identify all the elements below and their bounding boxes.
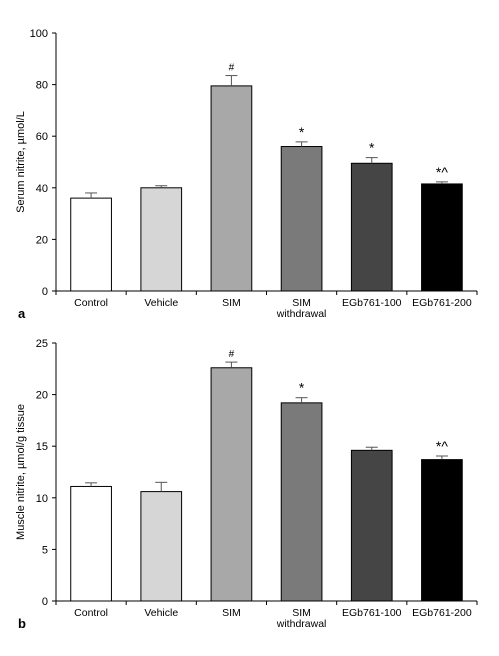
y-tick-label: 20 — [36, 234, 48, 246]
y-tick-label: 10 — [36, 493, 48, 505]
y-tick-label: 80 — [36, 80, 48, 92]
significance-marker: # — [229, 63, 235, 74]
y-tick-label: 60 — [36, 131, 48, 143]
y-tick-label: 5 — [42, 544, 48, 556]
bar — [70, 197, 112, 292]
bar — [421, 183, 463, 292]
y-tick-label: 100 — [30, 28, 48, 40]
bar — [210, 367, 253, 602]
panel-letter: b — [18, 616, 26, 631]
y-axis-title: Serum nitrite, µmol/L — [15, 111, 27, 213]
x-category-label: SIM — [222, 607, 241, 619]
bar — [140, 491, 183, 602]
x-category-label: SIM — [222, 297, 241, 309]
significance-marker: # — [229, 349, 235, 360]
bar — [350, 162, 393, 292]
bar — [350, 449, 393, 602]
x-category-label: Control — [74, 607, 108, 619]
x-category-label: EGb761-200 — [412, 607, 472, 619]
x-category-label: SIM — [292, 607, 311, 619]
significance-marker: *^ — [436, 164, 448, 180]
x-category-label: SIM — [292, 297, 311, 309]
x-category-label: Vehicle — [144, 297, 178, 309]
bar — [421, 459, 463, 602]
y-tick-label: 20 — [36, 390, 48, 402]
significance-marker: * — [299, 124, 305, 140]
x-category-label: EGb761-100 — [342, 607, 402, 619]
x-category-label: Vehicle — [144, 607, 178, 619]
y-tick-label: 15 — [36, 441, 48, 453]
bar — [280, 402, 323, 602]
y-tick-label: 40 — [36, 183, 48, 195]
y-tick-label: 25 — [36, 338, 48, 350]
bar — [140, 187, 183, 292]
significance-marker: *^ — [436, 438, 448, 454]
significance-marker: * — [369, 140, 375, 156]
bar — [280, 146, 323, 292]
x-category-label: withdrawal — [276, 618, 327, 630]
y-tick-label: 0 — [42, 286, 48, 298]
significance-marker: * — [299, 380, 305, 396]
bar — [70, 485, 112, 602]
x-category-label: EGb761-200 — [412, 297, 472, 309]
y-tick-label: 0 — [42, 596, 48, 608]
panel-letter: a — [18, 306, 26, 321]
x-category-label: Control — [74, 297, 108, 309]
x-category-label: EGb761-100 — [342, 297, 402, 309]
y-axis-title: Muscle nitrite, µmol/g tissue — [15, 404, 27, 540]
x-category-label: withdrawal — [276, 308, 327, 320]
bar — [210, 85, 253, 292]
